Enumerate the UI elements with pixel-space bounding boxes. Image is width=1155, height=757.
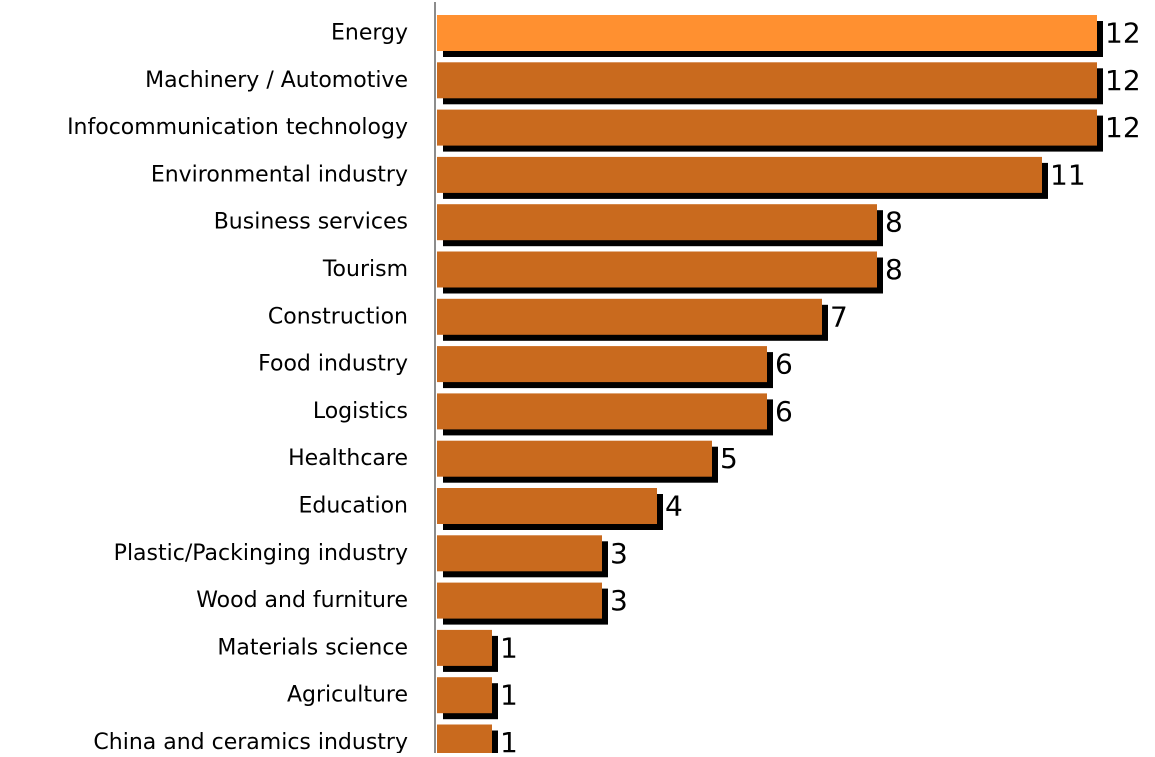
value-label-logistics: 6 — [775, 395, 793, 428]
value-label-agriculture: 1 — [500, 679, 518, 712]
category-label-plastic-packinging-industry: Plastic/Packinging industry — [114, 541, 408, 566]
value-label-materials-science: 1 — [500, 631, 518, 664]
category-label-construction: Construction — [268, 304, 408, 329]
bar-materials-science — [437, 629, 492, 666]
bar-machinery-automotive — [437, 62, 1097, 99]
category-label-materials-science: Materials science — [217, 635, 408, 660]
category-label-energy: Energy — [331, 21, 408, 46]
value-label-wood-and-furniture: 3 — [610, 584, 628, 617]
category-label-china-and-ceramics-industry: China and ceramics industry — [93, 730, 408, 753]
category-label-wood-and-furniture: Wood and furniture — [196, 588, 408, 613]
value-label-business-services: 8 — [885, 206, 903, 239]
bar-china-and-ceramics-industry — [437, 724, 492, 757]
category-label-machinery-automotive: Machinery / Automotive — [145, 68, 408, 93]
value-label-food-industry: 6 — [775, 348, 793, 381]
value-label-machinery-automotive: 12 — [1105, 64, 1141, 97]
category-label-food-industry: Food industry — [258, 352, 408, 377]
bar-healthcare — [437, 440, 712, 477]
category-label-tourism: Tourism — [322, 257, 408, 282]
value-label-healthcare: 5 — [720, 442, 738, 475]
bar-business-services — [437, 204, 877, 241]
category-labels-layer: Energy Machinery / Automotive Infocommunic… — [67, 21, 408, 756]
category-label-education: Education — [298, 494, 408, 519]
bar-wood-and-furniture — [437, 582, 602, 619]
value-label-environmental-industry: 11 — [1050, 158, 1086, 191]
value-label-infocommunication-technology: 12 — [1105, 111, 1141, 144]
category-label-agriculture: Agriculture — [287, 683, 408, 708]
category-label-healthcare: Healthcare — [288, 446, 408, 471]
bar-environmental-industry — [437, 156, 1042, 193]
bar-food-industry — [437, 346, 767, 383]
category-label-business-services: Business services — [214, 210, 408, 235]
bar-logistics — [437, 393, 767, 430]
bar-energy — [437, 15, 1097, 51]
bar-education — [437, 488, 657, 524]
bars-layer — [437, 15, 1103, 757]
bar-tourism — [437, 251, 877, 288]
bar-agriculture — [437, 677, 492, 714]
value-label-plastic-packinging-industry: 3 — [610, 537, 628, 570]
bar-plastic-packinging-industry — [437, 535, 602, 572]
category-label-logistics: Logistics — [313, 399, 408, 424]
value-label-china-and-ceramics-industry: 1 — [500, 726, 518, 753]
category-label-infocommunication-technology: Infocommunication technology — [67, 115, 408, 140]
value-label-construction: 7 — [830, 300, 848, 333]
value-label-tourism: 8 — [885, 253, 903, 286]
category-label-environmental-industry: Environmental industry — [151, 162, 408, 187]
bar-construction — [437, 298, 822, 335]
value-label-education: 4 — [665, 490, 683, 523]
bar-infocommunication-technology — [437, 109, 1097, 146]
value-label-energy: 12 — [1105, 17, 1141, 50]
